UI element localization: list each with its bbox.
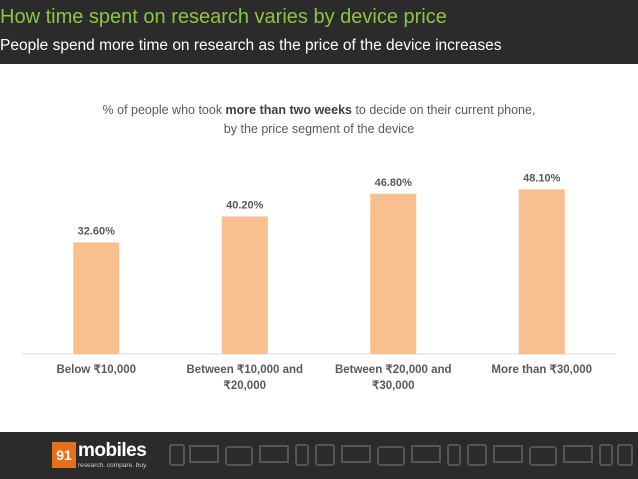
bar-3 (518, 189, 565, 354)
chart-title-emphasis: more than two weeks (225, 103, 352, 117)
phone-icon (295, 444, 309, 466)
header-bar: How time spent on research varies by dev… (0, 0, 638, 64)
logo-tagline: research. compare. buy. (78, 462, 148, 469)
bar-1 (221, 216, 268, 354)
footer-bar (0, 432, 638, 479)
page-title: How time spent on research varies by dev… (0, 6, 447, 28)
phone-icon (169, 444, 185, 466)
chart-title-suffix: to decide on their current phone, (351, 103, 536, 117)
category-label-2: Between ₹20,000 and (335, 364, 452, 376)
tablet-icon (467, 444, 487, 466)
device-icons-strip (169, 444, 633, 466)
monitor-icon (189, 445, 219, 463)
bar-0 (73, 242, 120, 354)
brand-logo: 91 mobiles research. compare. buy. (52, 440, 162, 472)
tablet-icon (617, 444, 633, 466)
camera-icon (377, 446, 405, 466)
data-label-3: 48.10% (523, 172, 561, 184)
data-label-1: 40.20% (226, 199, 264, 211)
category-label-2: ₹30,000 (372, 380, 415, 392)
bar-2 (370, 193, 417, 354)
monitor-icon (493, 445, 523, 463)
data-label-2: 46.80% (375, 177, 413, 189)
monitor-icon (341, 445, 371, 463)
chart-title: % of people who took more than two weeks… (0, 101, 638, 139)
camera-icon (529, 446, 557, 466)
camera-icon (225, 446, 253, 466)
bar-chart: 32.60% Below ₹10,000 40.20% Between ₹10,000… (22, 172, 616, 392)
page-subtitle: People spend more time on research as th… (0, 37, 502, 54)
category-label-3: More than ₹30,000 (491, 364, 592, 376)
phone-icon (599, 444, 613, 466)
laptop-icon (259, 445, 289, 463)
laptop-icon (563, 445, 593, 463)
chart-title-line2: by the price segment of the device (223, 122, 415, 136)
category-label-0: Below ₹10,000 (56, 364, 136, 376)
logo-word: mobiles (78, 440, 147, 461)
category-label-1: ₹20,000 (224, 380, 267, 392)
logo-number: 91 (52, 442, 76, 468)
tablet-icon (315, 444, 335, 466)
data-label-0: 32.60% (78, 225, 116, 237)
category-label-1: Between ₹10,000 and (186, 364, 303, 376)
laptop-icon (411, 445, 441, 463)
chart-title-prefix: % of people who took (102, 103, 226, 117)
phone-icon (447, 444, 461, 466)
